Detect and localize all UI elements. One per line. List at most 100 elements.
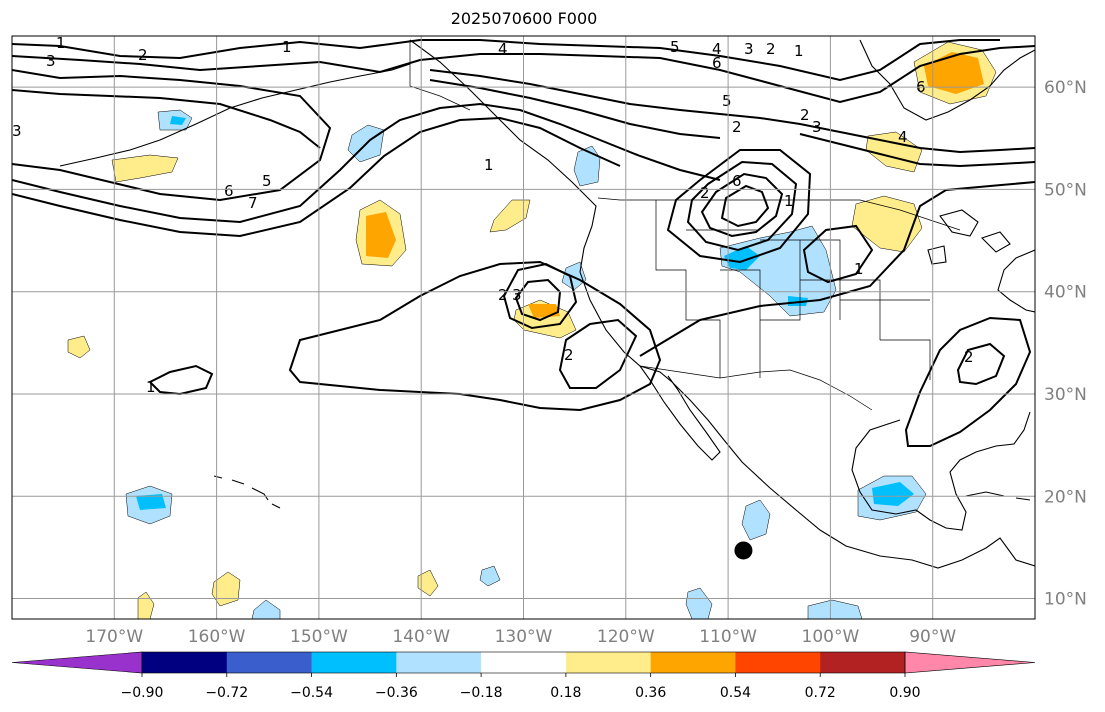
shade-tropics-negative-3 xyxy=(807,599,863,619)
contour-dateline-small xyxy=(148,364,214,396)
contour-southeast-2 xyxy=(904,316,1032,447)
latitude-tick-label: 10°N xyxy=(1044,590,1087,610)
contour-jet-3 xyxy=(12,69,332,202)
shade-nepac-positive-core xyxy=(366,212,396,258)
contour-vortex-outer xyxy=(666,149,812,264)
colorbar-segment xyxy=(820,652,906,673)
contour-label: 3 xyxy=(512,286,522,304)
contour-label: 2 xyxy=(964,348,974,366)
map-panel: 1 3 2 1 4 5 4 3 2 1 6 5 2 3 2 4 6 6 2 1 … xyxy=(12,34,1035,619)
contour-label: 6 xyxy=(732,172,742,190)
contour-jet-5 xyxy=(12,116,621,238)
contour-southeast-inner xyxy=(956,342,1006,386)
contour-label: 5 xyxy=(670,38,680,56)
contour-jet-8 xyxy=(429,79,721,139)
shade-hudson-positive-core xyxy=(924,52,984,94)
colorbar-extend-max xyxy=(904,651,1036,674)
contour-label: 4 xyxy=(498,40,508,58)
colorbar-tick-label: 0.36 xyxy=(635,685,666,701)
latitude-tick-label: 50°N xyxy=(1044,180,1087,200)
contour-jet-9 xyxy=(799,133,1035,168)
shade-dateline-positive xyxy=(67,335,91,359)
colorbar-segment xyxy=(565,652,652,673)
longitude-tick-label: 90°W xyxy=(909,627,956,647)
colorbar-segment xyxy=(311,652,397,673)
contour-label: 1 xyxy=(146,378,156,396)
latitude-tick-label: 20°N xyxy=(1044,487,1087,507)
contour-baja-2 xyxy=(558,318,638,389)
contour-labels: 1 3 2 1 4 5 4 3 2 1 6 5 2 3 2 4 6 6 2 1 … xyxy=(12,34,974,396)
contour-label: 3 xyxy=(744,40,754,58)
shade-epac-negative xyxy=(741,499,771,541)
contour-layer xyxy=(12,39,1035,447)
us-mexico-border xyxy=(639,365,873,411)
colorbar-extend-min xyxy=(11,651,143,674)
shade-greatlakes-positive xyxy=(851,195,923,253)
colorbar-tick-label: 0.54 xyxy=(720,685,751,701)
contour-vortex-mid xyxy=(686,160,798,252)
colorbar-tick-label: 0.90 xyxy=(889,685,920,701)
location-marker xyxy=(734,541,753,560)
shade-rockies-negative-core xyxy=(724,246,760,270)
contour-plains-2 xyxy=(639,181,1035,357)
contour-calif-ring-2 xyxy=(502,262,578,330)
contour-label: 1 xyxy=(784,192,794,210)
longitude-tick-label: 130°W xyxy=(495,627,553,647)
colorbar-segment xyxy=(226,652,313,673)
state-lines xyxy=(655,200,931,380)
latitude-tick-labels: 10°N 20°N 30°N 40°N 50°N 60°N xyxy=(1044,78,1087,609)
contour-label: 6 xyxy=(224,182,234,200)
shade-gulf-alaska-negative-core xyxy=(170,116,186,125)
shade-tropics-positive-1 xyxy=(211,571,241,607)
colorbar-tick-label: 0.72 xyxy=(805,685,836,701)
colorbar-tick-label: −0.72 xyxy=(205,685,248,701)
longitude-tick-label: 150°W xyxy=(290,627,348,647)
longitude-tick-label: 140°W xyxy=(392,627,450,647)
coastline-layer xyxy=(59,39,1035,569)
contour-label: 2 xyxy=(498,286,508,304)
map-title: 2025070600 F000 xyxy=(450,9,598,28)
map-frame xyxy=(11,35,1036,620)
contour-label: 2 xyxy=(564,346,574,364)
shade-bc-negative xyxy=(573,145,601,187)
colorbar-segment xyxy=(481,652,567,673)
shade-offshore-positive xyxy=(489,199,531,233)
contour-jet-2 xyxy=(12,45,1035,104)
longitude-tick-label: 170°W xyxy=(85,627,143,647)
contour-label: 1 xyxy=(282,38,292,56)
shade-tropics-negative-1 xyxy=(479,565,501,587)
longitude-tick-label: 160°W xyxy=(188,627,246,647)
colorbar-segment xyxy=(735,652,821,673)
great-lakes-outline xyxy=(927,209,1011,265)
longitude-tick-labels: 170°W 160°W 150°W 140°W 130°W 120°W 110°W 100°W… xyxy=(85,627,956,647)
contour-jet-4 xyxy=(12,102,721,224)
colorbar-tick-label: −0.36 xyxy=(375,685,418,701)
colorbar-tick-label: 0.18 xyxy=(550,685,581,701)
contour-label: 1 xyxy=(794,42,804,60)
contour-label: 3 xyxy=(46,52,56,70)
baja-california-coastline xyxy=(639,365,721,461)
contour-label: 5 xyxy=(262,172,272,190)
colorbar-outline xyxy=(141,651,906,674)
contour-label: 4 xyxy=(898,128,908,146)
latitude-tick-label: 30°N xyxy=(1044,385,1087,405)
contour-subtropical-high xyxy=(288,260,662,412)
latitude-tick-label: 40°N xyxy=(1044,283,1087,303)
hudson-bay-coastline xyxy=(859,39,1035,121)
colorbar-segment xyxy=(650,652,736,673)
contour-label: 2 xyxy=(766,40,776,58)
contour-vortex-core xyxy=(720,184,770,228)
borders-layer xyxy=(409,40,961,411)
contour-label: 2 xyxy=(800,106,810,124)
contour-label: 4 xyxy=(712,40,722,58)
contour-label: 1 xyxy=(56,34,66,52)
contour-label: 5 xyxy=(722,92,732,110)
contour-label: 7 xyxy=(248,194,258,212)
longitude-tick-label: 120°W xyxy=(597,627,655,647)
colorbar-tick-label: −0.18 xyxy=(460,685,503,701)
caribbean-islands xyxy=(965,491,1031,501)
contour-label: 1 xyxy=(854,260,864,278)
contour-label: 6 xyxy=(712,54,722,72)
alaska-peninsula-coastline xyxy=(59,63,411,167)
